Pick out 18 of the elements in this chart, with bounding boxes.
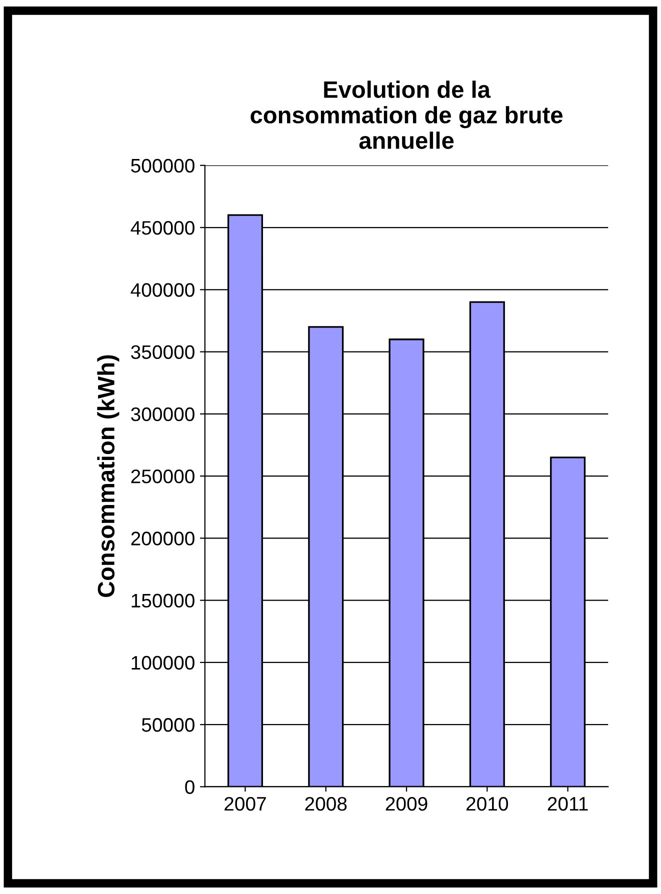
x-tick-label: 2008 [305,796,347,811]
y-tick-label: 300000 [131,407,194,422]
x-tick-label: 2009 [386,796,428,811]
x-tick-label: 2010 [466,796,508,811]
y-tick-label: 100000 [132,656,194,670]
chart-title: Evolution de la consommation de gaz brute annuelle [250,80,562,149]
y-axis-title: Consommation (kWh) [97,355,120,598]
x-tick-label: 2011 [548,796,588,811]
y-tick-label: 400000 [130,283,194,297]
y-tick-label: 450000 [130,220,194,235]
x-tick-label: 2007 [224,796,266,811]
y-tick-label: 250000 [131,470,194,484]
y-tick-label: 200000 [131,532,194,546]
y-tick-label: 500000 [131,158,194,173]
y-tick-label: 0 [185,780,194,794]
y-tick-label: 50000 [142,718,194,732]
y-tick-label: 150000 [132,594,194,608]
y-tick-label: 350000 [131,345,194,360]
